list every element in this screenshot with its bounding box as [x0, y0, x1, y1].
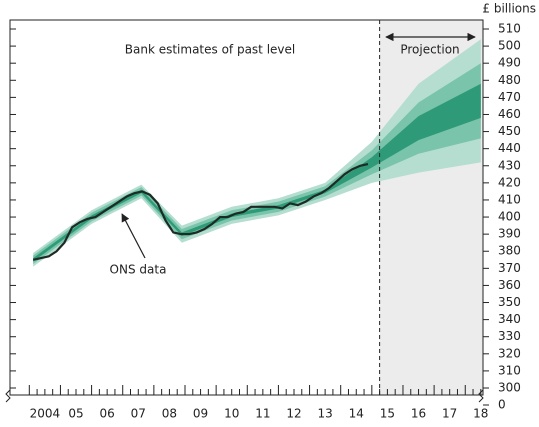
y-tick-label: 0 — [498, 398, 506, 412]
unit-label: £ billions — [482, 2, 536, 16]
foreground-layer: 0 300 310 320 330 340 350 360 370 380 390 400 410 420… — [10, 20, 521, 421]
y-tick-label: 390 — [498, 227, 521, 241]
y-tick-label: 460 — [498, 107, 521, 121]
x-tick-label: 07 — [131, 407, 146, 421]
y-tick-label: 300 — [498, 381, 521, 395]
annotation-arrow — [121, 213, 146, 259]
y-tick-label: 340 — [498, 312, 521, 326]
y-tick-label: 330 — [498, 329, 521, 343]
ons-line — [32, 162, 369, 261]
y-tick-label: 420 — [498, 175, 521, 189]
fan-band — [33, 63, 481, 265]
y-tick-label: 320 — [498, 346, 521, 360]
y-tick-label: 370 — [498, 261, 521, 275]
y-tick-label: 410 — [498, 192, 521, 206]
x-tick-label: 06 — [100, 407, 115, 421]
plot-frame — [9, 19, 484, 396]
y-tick-label: 470 — [498, 90, 521, 104]
x-tick-label: 08 — [162, 407, 177, 421]
y-tick-label: 380 — [498, 244, 521, 258]
x-tick-label: 14 — [349, 407, 364, 421]
y-tick-label: 450 — [498, 124, 521, 138]
y-tick-label: 480 — [498, 73, 521, 87]
annotation: Bank estimates of past level — [125, 43, 295, 57]
x-tick-label: 12 — [286, 407, 301, 421]
annotation: ONS data — [110, 263, 167, 277]
x-tick-label: 09 — [193, 407, 208, 421]
x-tick-label: 05 — [68, 407, 83, 421]
x-tick-label: 15 — [380, 407, 395, 421]
x-tick-label: 11 — [255, 407, 270, 421]
y-tick-label: 350 — [498, 295, 521, 309]
x-tick-label: 13 — [317, 407, 332, 421]
y-tick-label: 430 — [498, 158, 521, 172]
x-tick-label: 16 — [411, 407, 426, 421]
x-tick-label: 10 — [224, 407, 239, 421]
annotation: Projection — [400, 43, 459, 57]
y-tick-label: 440 — [498, 141, 521, 155]
y-tick-label: 490 — [498, 56, 521, 70]
x-tick-label: 2004 — [30, 407, 61, 421]
axis-break — [5, 389, 484, 403]
y-tick-label: 310 — [498, 363, 521, 377]
y-tick-label: 400 — [498, 210, 521, 224]
y-tick-label: 510 — [498, 22, 521, 36]
y-tick-label: 360 — [498, 278, 521, 292]
fan-layer — [32, 39, 481, 267]
x-tick-label: 17 — [442, 407, 457, 421]
y-tick-label: 500 — [498, 39, 521, 53]
x-tick-label: 18 — [473, 407, 488, 421]
